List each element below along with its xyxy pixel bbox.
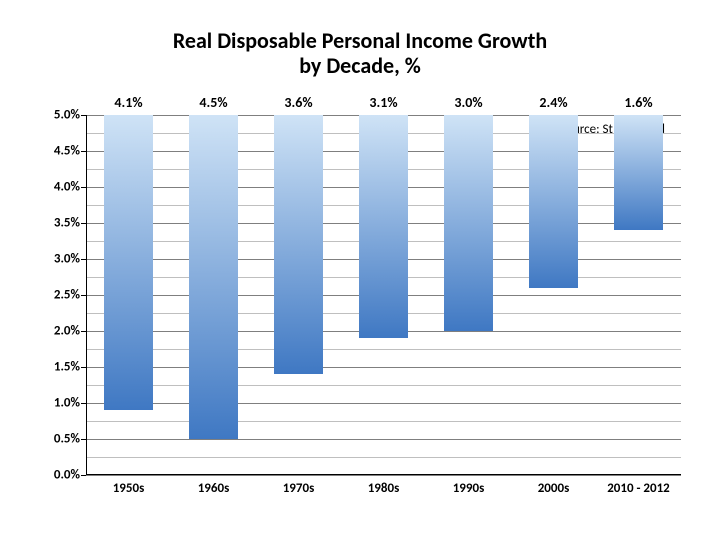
bar-slot: 4.5% xyxy=(171,115,256,475)
bar-value-label: 2.4% xyxy=(539,94,567,111)
bar: 4.1% xyxy=(104,115,153,410)
y-tick-label: 0.0% xyxy=(54,468,80,483)
x-tick-label: 1950s xyxy=(86,475,171,496)
y-tick-label: 4.0% xyxy=(54,180,80,195)
x-tick-label: 1960s xyxy=(171,475,256,496)
bar: 3.6% xyxy=(274,115,323,374)
x-axis-labels: 1950s1960s1970s1980s1990s2000s2010 - 201… xyxy=(86,475,681,496)
y-tick-label: 1.5% xyxy=(54,360,80,375)
x-tick-label: 1970s xyxy=(256,475,341,496)
chart-title-line1: Real Disposable Personal Income Growth xyxy=(0,28,720,53)
bar-value-label: 3.1% xyxy=(369,94,397,111)
y-tick-mark xyxy=(81,151,86,152)
y-tick-label: 1.0% xyxy=(54,396,80,411)
y-tick-mark xyxy=(81,439,86,440)
bar: 3.1% xyxy=(359,115,408,338)
bar: 4.5% xyxy=(189,115,238,439)
bar-value-label: 1.6% xyxy=(624,94,652,111)
bar-value-label: 3.0% xyxy=(454,94,482,111)
bar-value-label: 4.5% xyxy=(199,94,227,111)
y-tick-label: 2.5% xyxy=(54,288,80,303)
y-tick-mark xyxy=(81,115,86,116)
y-tick-mark xyxy=(81,259,86,260)
y-tick-label: 5.0% xyxy=(54,108,80,123)
bar-value-label: 3.6% xyxy=(284,94,312,111)
y-tick-label: 2.0% xyxy=(54,324,80,339)
y-tick-label: 3.0% xyxy=(54,252,80,267)
y-tick-mark xyxy=(81,367,86,368)
y-tick-mark xyxy=(81,295,86,296)
bar-slot: 1.6% xyxy=(596,115,681,475)
x-tick-label: 2010 - 2012 xyxy=(596,475,681,496)
y-tick-mark xyxy=(81,403,86,404)
y-tick-mark xyxy=(81,187,86,188)
y-tick-label: 3.5% xyxy=(54,216,80,231)
y-tick-label: 0.5% xyxy=(54,432,80,447)
bars-row: 4.1% 4.5% 3.6% 3.1% 3.0% 2.4% 1.6% xyxy=(86,115,681,475)
x-tick-label: 1980s xyxy=(341,475,426,496)
bar-slot: 2.4% xyxy=(511,115,596,475)
x-tick-label: 1990s xyxy=(426,475,511,496)
bar-slot: 3.1% xyxy=(341,115,426,475)
y-tick-mark xyxy=(81,223,86,224)
bar: 1.6% xyxy=(614,115,663,230)
bar: 2.4% xyxy=(529,115,578,288)
plot-area: 4.1%4.5%3.6%3.1%3.0%2.4%1.6% 1950s1960s1… xyxy=(86,115,681,475)
bar-slot: 3.0% xyxy=(426,115,511,475)
y-tick-mark xyxy=(81,475,86,476)
bar-slot: 4.1% xyxy=(86,115,171,475)
y-tick-label: 4.5% xyxy=(54,144,80,159)
bar-value-label: 4.1% xyxy=(114,94,142,111)
x-tick-label: 2000s xyxy=(511,475,596,496)
chart-title-line2: by Decade, % xyxy=(0,53,720,78)
bar: 3.0% xyxy=(444,115,493,331)
chart-title: Real Disposable Personal Income Growth b… xyxy=(0,28,720,79)
y-tick-mark xyxy=(81,331,86,332)
bar-slot: 3.6% xyxy=(256,115,341,475)
